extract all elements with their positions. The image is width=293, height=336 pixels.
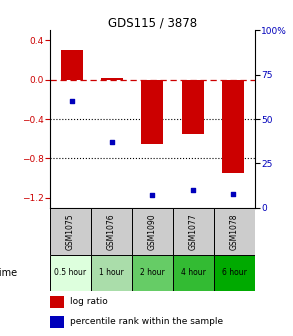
Text: 6 hour: 6 hour xyxy=(222,268,247,278)
Text: log ratio: log ratio xyxy=(70,297,108,306)
Bar xyxy=(182,80,204,134)
Bar xyxy=(101,78,123,80)
Bar xyxy=(173,208,214,255)
Bar xyxy=(91,255,132,291)
Title: GDS115 / 3878: GDS115 / 3878 xyxy=(108,16,197,29)
Text: 1 hour: 1 hour xyxy=(99,268,124,278)
Text: percentile rank within the sample: percentile rank within the sample xyxy=(70,317,224,326)
Bar xyxy=(61,50,83,80)
Text: time: time xyxy=(0,268,18,278)
Text: GSM1076: GSM1076 xyxy=(107,213,116,250)
Bar xyxy=(50,255,91,291)
Text: 0.5 hour: 0.5 hour xyxy=(54,268,86,278)
Point xyxy=(150,193,155,198)
Text: GSM1077: GSM1077 xyxy=(189,213,198,250)
Bar xyxy=(132,208,173,255)
Point xyxy=(231,191,235,196)
Bar xyxy=(50,208,91,255)
Bar xyxy=(141,80,163,144)
Point xyxy=(110,139,115,145)
Bar xyxy=(91,208,132,255)
Bar xyxy=(222,80,244,173)
Text: 2 hour: 2 hour xyxy=(140,268,165,278)
Text: GSM1075: GSM1075 xyxy=(66,213,75,250)
Bar xyxy=(50,316,64,328)
Bar xyxy=(50,296,64,308)
Bar xyxy=(132,255,173,291)
Polygon shape xyxy=(23,264,42,282)
Bar xyxy=(173,255,214,291)
Point xyxy=(190,187,195,193)
Text: 4 hour: 4 hour xyxy=(181,268,206,278)
Text: GSM1078: GSM1078 xyxy=(230,213,239,250)
Point xyxy=(69,98,74,104)
Bar xyxy=(214,255,255,291)
Bar xyxy=(214,208,255,255)
Text: GSM1090: GSM1090 xyxy=(148,213,157,250)
